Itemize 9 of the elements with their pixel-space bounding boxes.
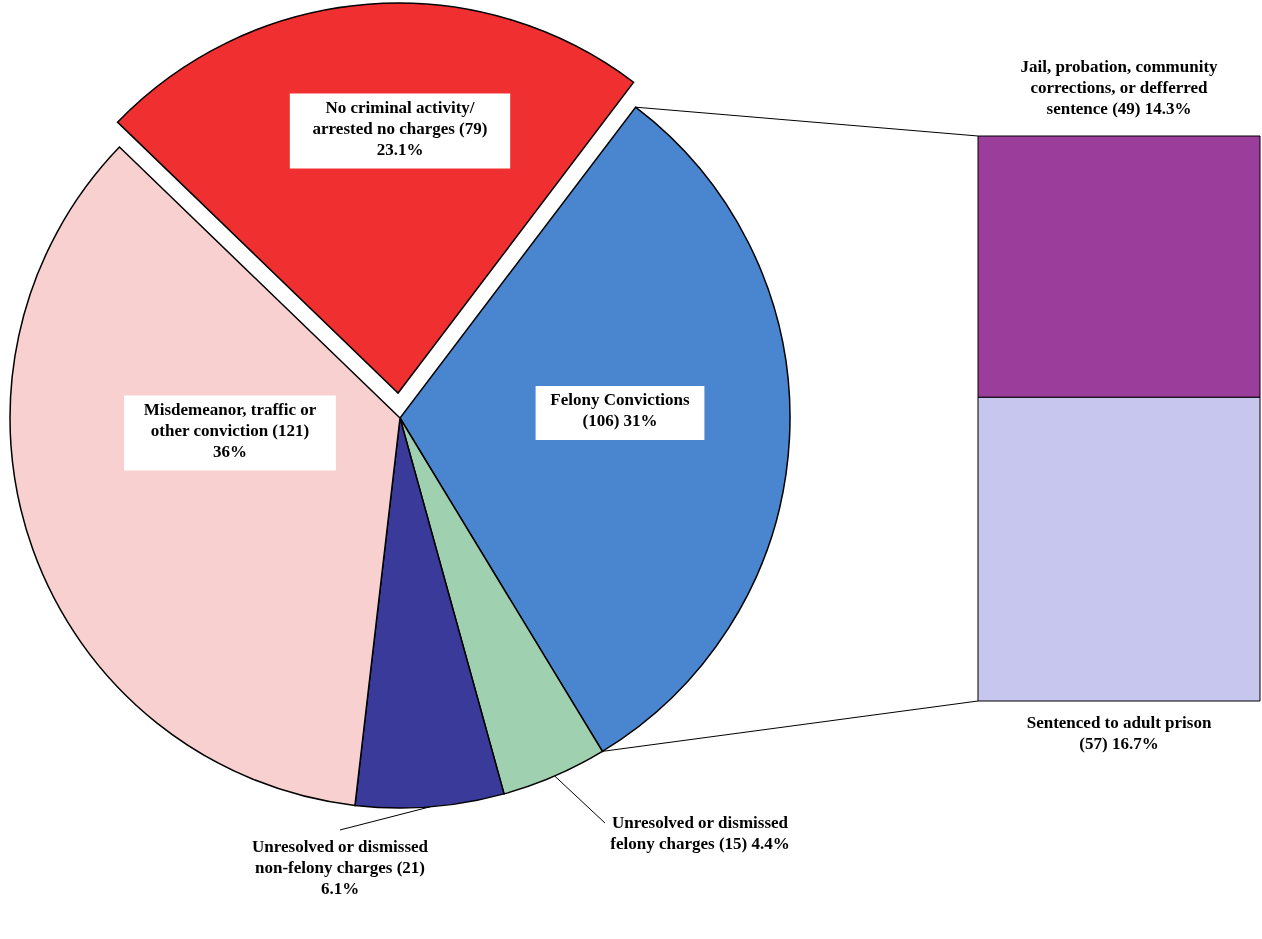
data-label: (106) 31% [582, 411, 658, 430]
slice-label: Felony Convictions [550, 390, 691, 409]
series-label: Sentenced to adult prison [1026, 713, 1212, 732]
slice-label: Misdemeanor, traffic or other conviction (121) 36% [143, 399, 317, 461]
slice-label: Unresolved or dismissed felony charges (15) 4.4% [610, 813, 790, 853]
slice-label: No criminal activity/ arrested no charges (79) 23.1% [312, 97, 488, 159]
text: Jail, probation, community corrections, or defferred sentence (49) 14.3% [1020, 57, 1218, 118]
slice-label: Unresolved or dismissed non-felony charges (21) 6.1% [251, 836, 429, 898]
data-label: (57) 16.7% [1079, 734, 1159, 753]
